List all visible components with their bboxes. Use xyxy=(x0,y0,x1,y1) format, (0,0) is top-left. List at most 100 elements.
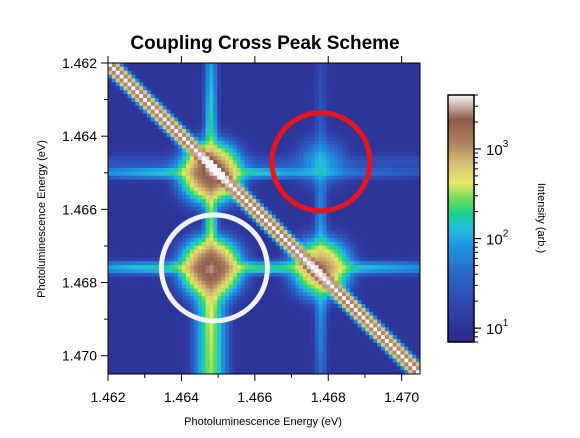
heatmap-cell xyxy=(377,210,382,216)
heatmap-cell xyxy=(154,140,160,146)
heatmap-cell xyxy=(256,241,261,247)
heatmap-cell xyxy=(314,183,320,188)
heatmap-cell xyxy=(217,160,222,165)
heatmap-cell xyxy=(108,140,113,146)
heatmap-cell xyxy=(361,218,366,223)
heatmap-cell xyxy=(197,101,203,107)
heatmap-cell xyxy=(408,276,413,282)
heatmap-cell xyxy=(408,97,413,103)
heatmap-cell xyxy=(189,167,195,173)
heatmap-cell xyxy=(412,245,417,251)
heatmap-cell xyxy=(236,249,242,255)
heatmap-cell xyxy=(365,296,370,301)
heatmap-cell xyxy=(244,292,249,297)
heatmap-cell xyxy=(264,144,269,150)
heatmap-cell xyxy=(345,82,351,87)
heatmap-cell xyxy=(416,226,420,231)
heatmap-cell xyxy=(182,179,187,185)
heatmap-cell xyxy=(111,94,117,99)
heatmap-cell xyxy=(275,226,281,231)
heatmap-cell xyxy=(314,144,320,150)
heatmap-cell xyxy=(150,152,156,157)
heatmap-cell xyxy=(252,296,257,301)
heatmap-cell xyxy=(182,272,187,278)
heatmap-cell xyxy=(384,78,390,84)
heatmap-cell xyxy=(205,97,210,103)
heatmap-cell xyxy=(318,276,324,282)
heatmap-cell xyxy=(182,121,187,126)
heatmap-cell xyxy=(174,237,179,243)
heatmap-cell xyxy=(209,222,214,227)
heatmap-cell xyxy=(275,210,281,216)
heatmap-cell xyxy=(318,74,324,80)
heatmap-cell xyxy=(201,222,207,227)
heatmap-cell xyxy=(283,206,288,212)
heatmap-cell xyxy=(244,183,249,188)
heatmap-cell xyxy=(217,156,222,161)
heatmap-cell xyxy=(349,272,355,278)
heatmap-cell xyxy=(131,86,136,91)
heatmap-cell xyxy=(158,132,164,138)
heatmap-cell xyxy=(416,156,420,161)
heatmap-cell xyxy=(369,292,374,297)
heatmap-cell xyxy=(283,148,288,154)
heatmap-cell xyxy=(287,300,292,305)
heatmap-cell xyxy=(131,82,136,87)
heatmap-cell xyxy=(314,94,320,99)
heatmap-cell xyxy=(150,202,156,208)
heatmap-cell xyxy=(139,230,144,235)
heatmap-cell xyxy=(240,164,246,169)
heatmap-cell xyxy=(326,249,331,255)
heatmap-cell xyxy=(108,241,113,247)
heatmap-cell xyxy=(197,304,203,309)
heatmap-cell xyxy=(353,199,359,204)
heatmap-cell xyxy=(334,171,339,177)
heatmap-cell xyxy=(326,125,331,130)
heatmap-cell xyxy=(330,234,335,239)
heatmap-cell xyxy=(267,292,273,297)
heatmap-cell xyxy=(158,160,164,165)
heatmap-cell xyxy=(322,140,327,146)
heatmap-cell xyxy=(228,121,234,126)
heatmap-cell xyxy=(260,86,265,91)
heatmap-cell xyxy=(353,136,359,142)
heatmap-cell xyxy=(209,300,214,305)
heatmap-cell xyxy=(400,202,405,208)
heatmap-cell xyxy=(115,97,121,103)
heatmap-cell xyxy=(170,175,175,181)
heatmap-cell xyxy=(166,132,171,138)
heatmap-cell xyxy=(353,164,359,169)
heatmap-cell xyxy=(217,257,222,262)
heatmap-cell xyxy=(170,210,175,216)
heatmap-cell xyxy=(240,105,246,111)
heatmap-cell xyxy=(193,101,199,107)
heatmap-cell xyxy=(326,191,331,196)
heatmap-cell xyxy=(154,160,160,165)
heatmap-cell xyxy=(338,237,343,243)
heatmap-cell xyxy=(314,164,320,169)
heatmap-cell xyxy=(267,171,273,177)
heatmap-cell xyxy=(291,109,296,115)
heatmap-cell xyxy=(170,86,175,91)
heatmap-cell xyxy=(392,175,398,181)
heatmap-cell xyxy=(127,230,132,235)
heatmap-cell xyxy=(271,206,277,212)
heatmap-cell xyxy=(310,265,316,270)
heatmap-cell xyxy=(115,272,121,278)
heatmap-cell xyxy=(162,109,168,115)
heatmap-cell xyxy=(400,78,405,84)
heatmap-cell xyxy=(400,109,405,115)
heatmap-cell xyxy=(381,245,386,251)
heatmap-cell xyxy=(209,82,214,87)
heatmap-cell xyxy=(334,94,339,99)
heatmap-cell xyxy=(217,171,222,177)
heatmap-cell xyxy=(388,175,394,181)
heatmap-cell xyxy=(189,187,195,192)
heatmap-cell xyxy=(162,175,168,181)
heatmap-cell xyxy=(178,296,183,301)
heatmap-cell xyxy=(326,86,331,91)
heatmap-cell xyxy=(334,179,339,185)
heatmap-cell xyxy=(295,132,300,138)
heatmap-cell xyxy=(186,261,191,266)
heatmap-cell xyxy=(361,121,366,126)
